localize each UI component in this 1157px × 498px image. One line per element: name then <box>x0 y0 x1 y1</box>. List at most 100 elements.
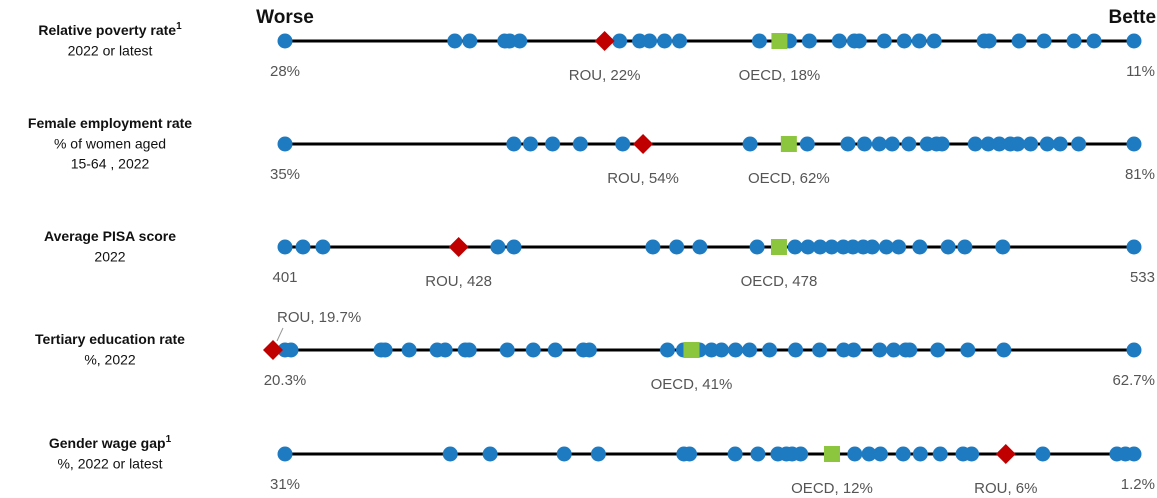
row-title: Tertiary education rate <box>35 331 185 347</box>
dot <box>277 136 293 152</box>
dot <box>657 33 673 49</box>
dot <box>461 342 477 358</box>
highlight-marker <box>594 31 615 51</box>
dot <box>800 239 816 255</box>
x-tick-label: 11% <box>1126 63 1155 80</box>
dot <box>506 136 522 152</box>
dot <box>295 239 311 255</box>
dot <box>1036 33 1052 49</box>
dot <box>1011 33 1027 49</box>
dot <box>964 446 980 462</box>
dot <box>911 33 927 49</box>
dot <box>891 239 907 255</box>
dot <box>672 33 688 49</box>
dot <box>1010 136 1026 152</box>
dot <box>930 342 946 358</box>
highlight-label: ROU, 22% <box>569 67 641 84</box>
dot <box>1126 342 1142 358</box>
row-title: Female employment rate <box>28 115 192 131</box>
dot <box>831 33 847 49</box>
dot <box>506 239 522 255</box>
dot <box>940 239 956 255</box>
dot <box>896 33 912 49</box>
dot <box>793 446 809 462</box>
dot <box>1035 446 1051 462</box>
dot <box>934 136 950 152</box>
highlight-marker <box>683 342 700 358</box>
row-subtitle: %, 2022 <box>84 352 136 368</box>
x-tick-label: 533 <box>1130 269 1155 286</box>
dot <box>967 136 983 152</box>
dot <box>824 239 840 255</box>
dot <box>1126 239 1142 255</box>
dot <box>878 239 894 255</box>
dot <box>861 446 877 462</box>
highlight-marker <box>448 237 469 257</box>
dot <box>642 33 658 49</box>
row-title-text: Relative poverty rate <box>38 22 176 38</box>
dot <box>895 446 911 462</box>
row-subtitle: 2022 <box>94 249 125 265</box>
dot <box>840 136 856 152</box>
highlight-label: ROU, 19.7% <box>277 309 361 326</box>
dot <box>512 33 528 49</box>
row-title: Average PISA score <box>44 228 176 244</box>
dot <box>377 342 393 358</box>
dot <box>547 342 563 358</box>
dot <box>912 239 928 255</box>
dot <box>728 342 744 358</box>
highlight-label: ROU, 54% <box>607 170 679 187</box>
highlight-marker <box>262 340 283 360</box>
dot <box>750 446 766 462</box>
dot <box>872 446 888 462</box>
title-note: 1 <box>176 21 182 32</box>
row-subtitle: % of women aged <box>54 136 166 152</box>
highlight-marker <box>771 33 788 49</box>
x-tick-label: 62.7% <box>1112 372 1155 389</box>
dot <box>851 33 867 49</box>
row-title: Relative poverty rate1 <box>38 21 182 38</box>
x-tick-label: 401 <box>272 269 297 286</box>
dot <box>926 33 942 49</box>
row-title-text: Tertiary education rate <box>35 331 185 347</box>
dot <box>482 446 498 462</box>
dot <box>682 446 698 462</box>
dot <box>799 136 815 152</box>
dot <box>490 239 506 255</box>
dot <box>437 342 453 358</box>
dot <box>995 239 1011 255</box>
dot <box>876 33 892 49</box>
dot <box>462 33 478 49</box>
dot <box>1126 33 1142 49</box>
dot <box>864 239 880 255</box>
row-subtitle: 15-64 , 2022 <box>71 156 150 172</box>
dot <box>857 136 873 152</box>
dot <box>846 342 862 358</box>
dot <box>1039 136 1055 152</box>
highlight-marker <box>780 136 797 152</box>
x-tick-label: 81% <box>1125 166 1155 183</box>
dot <box>612 33 628 49</box>
dot <box>787 239 803 255</box>
dot <box>277 239 293 255</box>
dot <box>749 239 765 255</box>
highlight-label: ROU, 428 <box>425 273 492 290</box>
dot <box>960 342 976 358</box>
highlight-marker <box>824 446 841 462</box>
dot <box>645 239 661 255</box>
dot <box>447 33 463 49</box>
dot <box>884 136 900 152</box>
dot <box>1066 33 1082 49</box>
dot <box>751 33 767 49</box>
dot <box>980 136 996 152</box>
dot <box>442 446 458 462</box>
row-title-text: Female employment rate <box>28 115 192 131</box>
dot <box>545 136 561 152</box>
x-tick-label: 35% <box>270 166 300 183</box>
dot <box>1071 136 1087 152</box>
highlight-marker <box>633 134 654 154</box>
dot <box>659 342 675 358</box>
dot <box>1126 136 1142 152</box>
